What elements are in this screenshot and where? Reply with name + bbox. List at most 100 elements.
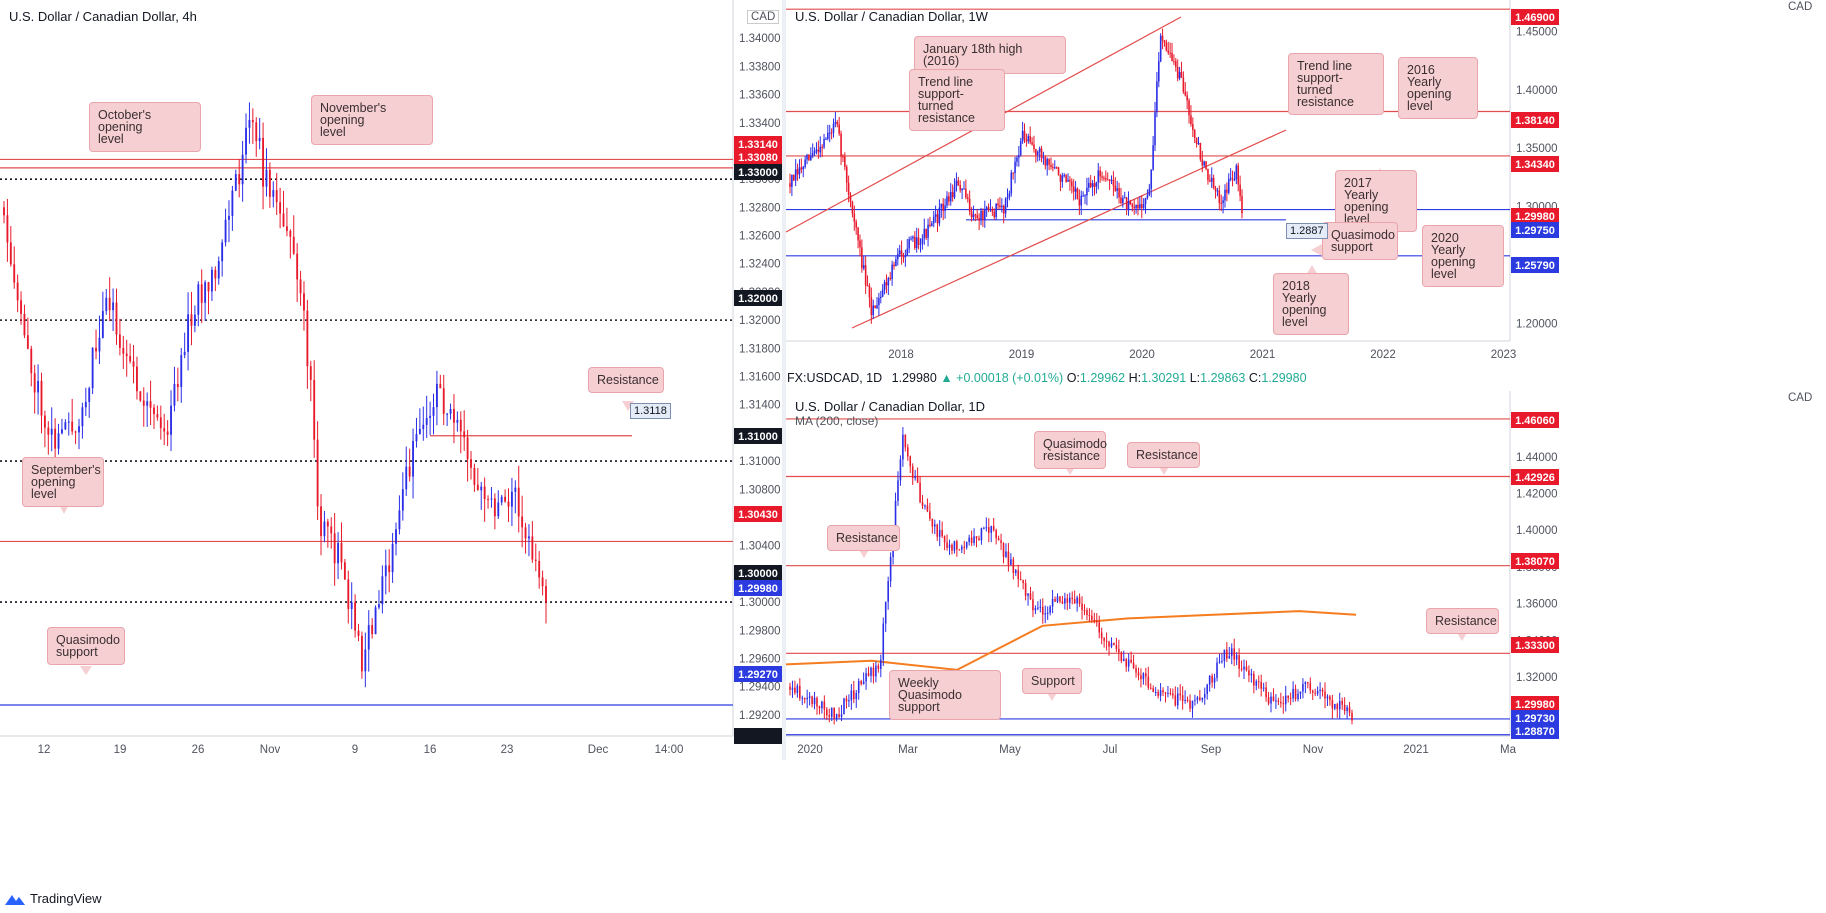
candle-body: [1188, 100, 1190, 116]
candle-body: [862, 681, 865, 685]
candle-body: [1140, 675, 1142, 680]
candle-body: [938, 207, 941, 224]
candle-body: [1069, 179, 1071, 182]
candle-body: [848, 700, 850, 702]
candle-body: [1123, 197, 1126, 199]
candle-body: [902, 256, 905, 258]
candle-body: [1057, 167, 1060, 176]
candle-body: [142, 400, 145, 406]
callout-line: opening: [1344, 200, 1389, 214]
candle-body: [800, 167, 803, 170]
candle-body: [493, 498, 496, 517]
y-tick-label: 1.31400: [739, 400, 781, 412]
h4-price-tag: 1.29980: [738, 583, 778, 595]
candle-body: [796, 685, 799, 693]
candle-body: [816, 697, 818, 707]
candle-body: [1299, 691, 1302, 694]
candle-body: [810, 155, 812, 161]
candle-body: [490, 498, 493, 500]
candle-body: [1022, 580, 1024, 584]
candle-body: [1292, 688, 1294, 699]
candle-body: [997, 203, 999, 206]
x-tick-label: 19: [114, 744, 127, 756]
candle-body: [470, 459, 472, 468]
candle-body: [500, 496, 503, 503]
y-tick-label: 1.42000: [1516, 489, 1558, 501]
candle-body: [1171, 52, 1173, 62]
candle-body: [6, 215, 9, 243]
tradingview-logo[interactable]: TradingView: [4, 891, 102, 906]
trendline-lower: [851, 129, 1287, 329]
candle-body: [528, 536, 530, 539]
candle-body: [1052, 167, 1054, 169]
h4-price-tag: 1.33080: [738, 152, 778, 164]
candle-body: [1033, 144, 1035, 150]
callout-line: support-turned: [918, 87, 964, 113]
weekly-price-tag: 1.38140: [1515, 115, 1555, 127]
candle-body: [1280, 701, 1282, 704]
y-tick-label: 1.31000: [739, 456, 781, 468]
candle-body: [1284, 695, 1287, 705]
candle-body: [801, 697, 804, 699]
candle-body: [1103, 638, 1105, 641]
candle-body: [187, 314, 190, 352]
candle-body: [804, 159, 806, 167]
h4-price-tag-cut-bg: [734, 728, 782, 744]
daily-price-tag-bg: [1511, 710, 1559, 726]
candle-body: [1214, 187, 1217, 192]
candle-body: [853, 690, 855, 700]
candle-body: [214, 269, 217, 279]
candle-body: [531, 536, 534, 560]
candle-body: [180, 355, 183, 388]
candle-body: [1086, 187, 1088, 196]
h4-price-tag-bg: [734, 580, 782, 596]
candle-body: [159, 417, 162, 429]
x-tick-label: 2023: [1491, 349, 1517, 361]
daily-price-tag: 1.42926: [1515, 472, 1555, 484]
candle-body: [50, 428, 53, 435]
candle-body: [904, 255, 907, 258]
candle-body: [337, 542, 339, 564]
candle-body: [217, 261, 220, 279]
candle-body: [37, 380, 40, 393]
candle-body: [371, 625, 374, 635]
candle-body: [1007, 551, 1010, 565]
candle-body: [978, 538, 980, 541]
x-tick-label: Jul: [1103, 744, 1118, 756]
candle-body: [1186, 95, 1188, 101]
h4-price-tag-bg: [734, 149, 782, 165]
candle-body: [1190, 115, 1192, 125]
candle-body: [1125, 197, 1128, 210]
daily-price-tag: 1.29730: [1515, 713, 1555, 725]
callout-line: Weekly Quasimodo: [898, 676, 962, 702]
candle-body: [882, 623, 885, 660]
candle-body: [456, 419, 459, 423]
candle-body: [1108, 641, 1110, 647]
candle-body: [1302, 684, 1304, 692]
candle-body: [1207, 169, 1209, 181]
y-tick-label: 1.32000: [1516, 672, 1558, 684]
weekly-price-tag-bg: [1511, 9, 1559, 25]
y-tick-label: 1.40000: [1516, 85, 1558, 97]
candle-body: [803, 697, 806, 700]
candle-body: [987, 207, 990, 211]
candle-body: [1221, 661, 1223, 663]
candle-body: [924, 505, 926, 507]
callout-line: opening: [1282, 303, 1327, 317]
candle-body: [1059, 596, 1061, 602]
candle-body: [282, 213, 285, 227]
candle-body: [1078, 199, 1081, 206]
candle-body: [802, 166, 805, 170]
candle-body: [1159, 690, 1162, 696]
candle-body: [1048, 159, 1050, 165]
candle-body: [796, 169, 799, 175]
callout-line: level: [1282, 315, 1308, 329]
candle-body: [23, 313, 26, 336]
candle-body: [876, 305, 878, 309]
candle-body: [374, 607, 377, 635]
weekly-2016-callout: 2016 Yearly opening level: [1398, 57, 1478, 119]
callout-pointer: [1311, 244, 1322, 256]
candle-body: [1037, 607, 1039, 609]
x-tick-label: 2020: [1129, 349, 1155, 361]
candle-body: [1316, 690, 1319, 694]
